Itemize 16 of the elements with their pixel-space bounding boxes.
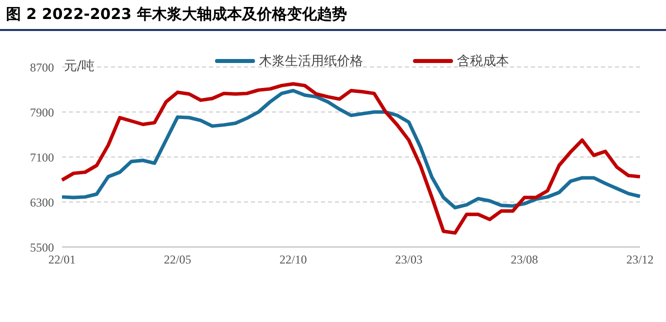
- y-tick-label: 8700: [30, 60, 54, 74]
- x-tick-label: 22/10: [280, 252, 307, 267]
- x-tick-label: 23/03: [395, 252, 422, 267]
- line-series: [60, 82, 642, 235]
- chart-title: 图 2 2022-2023 年木浆大轴成本及价格变化趋势: [0, 0, 666, 31]
- line-series: [60, 88, 642, 210]
- y-tick-label: 5500: [30, 240, 54, 254]
- x-tick-label: 23/12: [626, 252, 654, 267]
- x-tick-label: 22/01: [48, 252, 76, 267]
- x-tick-label: 23/08: [510, 252, 538, 267]
- y-tick-label: 6300: [30, 195, 54, 210]
- y-tick-label: 7900: [30, 105, 54, 120]
- y-tick-label: 7100: [30, 150, 54, 164]
- legend-label: 含税成本: [457, 53, 509, 70]
- legend-label: 木浆生活用纸价格: [259, 53, 363, 70]
- x-tick-label: 22/05: [164, 252, 192, 267]
